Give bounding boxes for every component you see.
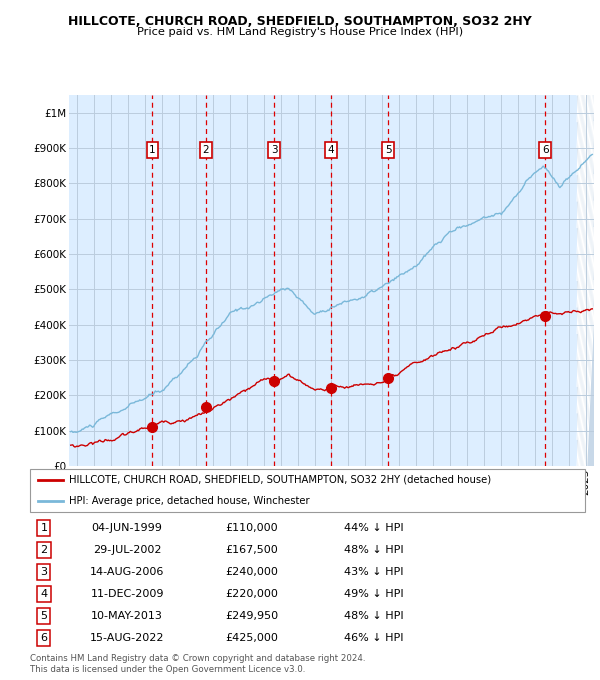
Text: 48% ↓ HPI: 48% ↓ HPI xyxy=(344,545,404,555)
Text: HPI: Average price, detached house, Winchester: HPI: Average price, detached house, Winc… xyxy=(69,496,310,507)
Text: HILLCOTE, CHURCH ROAD, SHEDFIELD, SOUTHAMPTON, SO32 2HY: HILLCOTE, CHURCH ROAD, SHEDFIELD, SOUTHA… xyxy=(68,15,532,28)
Text: 2: 2 xyxy=(40,545,47,555)
Text: 3: 3 xyxy=(40,567,47,577)
Text: 44% ↓ HPI: 44% ↓ HPI xyxy=(344,523,404,533)
Text: £249,950: £249,950 xyxy=(226,611,278,622)
Text: 04-JUN-1999: 04-JUN-1999 xyxy=(92,523,163,533)
Text: HILLCOTE, CHURCH ROAD, SHEDFIELD, SOUTHAMPTON, SO32 2HY (detached house): HILLCOTE, CHURCH ROAD, SHEDFIELD, SOUTHA… xyxy=(69,475,491,485)
Text: 46% ↓ HPI: 46% ↓ HPI xyxy=(344,633,404,643)
Text: £110,000: £110,000 xyxy=(226,523,278,533)
FancyBboxPatch shape xyxy=(30,469,585,512)
Text: 48% ↓ HPI: 48% ↓ HPI xyxy=(344,611,404,622)
Text: Price paid vs. HM Land Registry's House Price Index (HPI): Price paid vs. HM Land Registry's House … xyxy=(137,27,463,37)
Text: 1: 1 xyxy=(40,523,47,533)
Text: Contains HM Land Registry data © Crown copyright and database right 2024.: Contains HM Land Registry data © Crown c… xyxy=(30,654,365,663)
Text: 5: 5 xyxy=(385,145,392,155)
Text: £220,000: £220,000 xyxy=(226,589,278,599)
Text: 14-AUG-2006: 14-AUG-2006 xyxy=(90,567,164,577)
Text: 43% ↓ HPI: 43% ↓ HPI xyxy=(344,567,404,577)
Text: 49% ↓ HPI: 49% ↓ HPI xyxy=(344,589,404,599)
Text: 6: 6 xyxy=(542,145,548,155)
Text: £167,500: £167,500 xyxy=(226,545,278,555)
Text: £425,000: £425,000 xyxy=(226,633,278,643)
Text: 10-MAY-2013: 10-MAY-2013 xyxy=(91,611,163,622)
Text: 15-AUG-2022: 15-AUG-2022 xyxy=(90,633,164,643)
Text: 29-JUL-2002: 29-JUL-2002 xyxy=(93,545,161,555)
Text: 4: 4 xyxy=(328,145,334,155)
Text: 6: 6 xyxy=(40,633,47,643)
Text: 11-DEC-2009: 11-DEC-2009 xyxy=(91,589,164,599)
Text: This data is licensed under the Open Government Licence v3.0.: This data is licensed under the Open Gov… xyxy=(30,665,305,674)
Text: 5: 5 xyxy=(40,611,47,622)
Text: 2: 2 xyxy=(202,145,209,155)
Text: 4: 4 xyxy=(40,589,47,599)
Text: £240,000: £240,000 xyxy=(226,567,278,577)
Text: 3: 3 xyxy=(271,145,278,155)
Text: 1: 1 xyxy=(149,145,156,155)
